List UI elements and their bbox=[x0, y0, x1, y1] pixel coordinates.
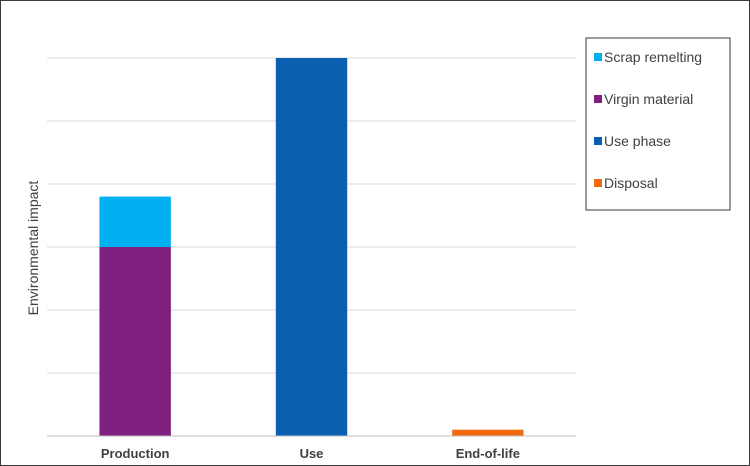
bar-scrap-remelting bbox=[99, 196, 171, 247]
legend-label: Disposal bbox=[604, 175, 658, 191]
legend-swatch bbox=[594, 137, 602, 145]
legend-box bbox=[585, 37, 731, 211]
legend-swatch bbox=[594, 179, 602, 187]
bar-disposal bbox=[452, 429, 524, 436]
legend: Scrap remelting Virgin material Use phase D… bbox=[585, 37, 731, 211]
bar-virgin-material bbox=[99, 247, 171, 436]
x-tick-labels: Production Use End-of-life bbox=[101, 446, 520, 461]
legend-swatch bbox=[594, 53, 602, 61]
bar-use-phase bbox=[275, 58, 348, 436]
bars bbox=[99, 58, 524, 436]
x-tick-label: Use bbox=[300, 446, 324, 461]
legend-swatch bbox=[594, 95, 602, 103]
legend-label: Use phase bbox=[604, 133, 671, 149]
x-tick-label: End-of-life bbox=[456, 446, 520, 461]
legend-label: Scrap remelting bbox=[604, 49, 702, 65]
y-axis-label: Environmental impact bbox=[25, 181, 41, 316]
x-tick-label: Production bbox=[101, 446, 170, 461]
legend-label: Virgin material bbox=[604, 91, 693, 107]
